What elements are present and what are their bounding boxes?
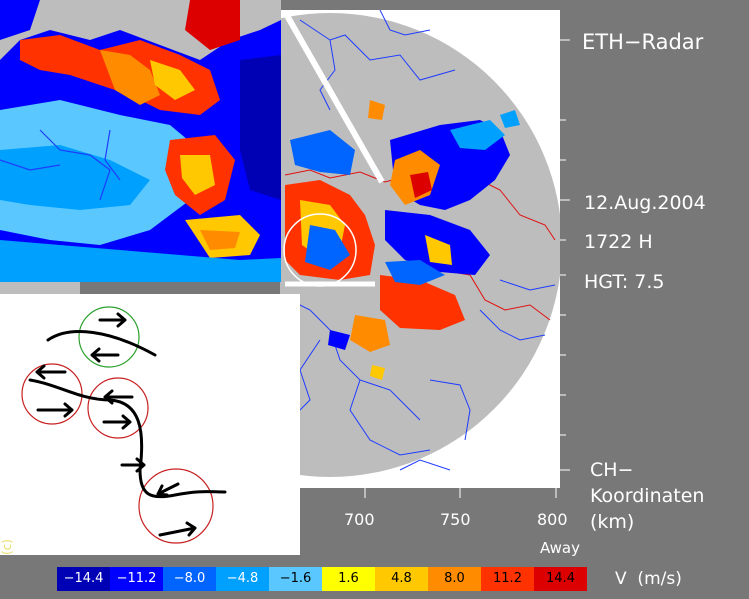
green-vortex-circle <box>78 306 140 368</box>
radar-title: ETH−Radar <box>582 30 704 54</box>
x-axis-ticks <box>364 488 557 498</box>
shear-line-main <box>28 378 227 499</box>
arrow-r3 <box>102 414 132 430</box>
x-tick-label: 750 <box>440 510 471 529</box>
legend-label: −4.8 <box>226 571 259 586</box>
legend-label: −1.6 <box>279 571 312 586</box>
legend-swatch <box>534 567 587 591</box>
arrow-l3 <box>103 389 134 405</box>
arrow-r5 <box>158 521 197 537</box>
legend-swatch <box>57 567 110 591</box>
legend-label: −8.0 <box>173 571 206 586</box>
legend-swatch <box>269 567 322 591</box>
arrow-l4 <box>156 482 180 497</box>
arrow-r1 <box>98 312 127 328</box>
color-scale <box>57 567 587 591</box>
legend-label: 1.6 <box>338 571 359 586</box>
legend-label: −14.4 <box>63 571 104 586</box>
arrow-r4 <box>120 457 146 473</box>
time-label: 1722 H <box>584 231 653 253</box>
arrow-l2 <box>35 364 67 380</box>
red-vortex-circle-1 <box>21 363 83 425</box>
red-vortex-circle-2 <box>87 377 149 439</box>
legend-label: −11.2 <box>116 571 157 586</box>
x-axis-label: Away <box>540 539 580 557</box>
sketch-annotations <box>21 306 227 544</box>
legend-label: 14.4 <box>546 571 575 586</box>
arrow-l1 <box>90 347 120 363</box>
x-tick-label: 700 <box>344 510 375 529</box>
shear-line-top <box>46 330 157 357</box>
red-vortex-circle-3 <box>138 468 214 544</box>
legend-swatch <box>375 567 428 591</box>
y-axis-ticks <box>560 39 570 471</box>
legend-swatch <box>481 567 534 591</box>
legend-swatch <box>216 567 269 591</box>
zoom-inset <box>0 0 281 282</box>
legend-swatch <box>322 567 375 591</box>
legend-label: 4.8 <box>391 571 412 586</box>
legend-swatch <box>110 567 163 591</box>
sketch-panel <box>0 294 300 555</box>
legend-swatch <box>163 567 216 591</box>
legend-swatch <box>428 567 481 591</box>
height-label: HGT: 7.5 <box>584 271 665 293</box>
x-tick-label: 800 <box>537 510 568 529</box>
copyright-mark: (c) <box>0 539 14 555</box>
sector-line <box>282 10 385 184</box>
coordinate-label: CH− Koordinaten (km) <box>590 459 705 533</box>
legend-label: 8.0 <box>444 571 465 586</box>
focus-circle <box>283 213 357 287</box>
arrow-r2 <box>36 402 74 418</box>
date-label: 12.Aug.2004 <box>584 192 706 214</box>
legend-unit: V (m/s) <box>615 569 682 589</box>
velocity-echoes <box>285 100 520 380</box>
legend-label: 11.2 <box>493 571 522 586</box>
